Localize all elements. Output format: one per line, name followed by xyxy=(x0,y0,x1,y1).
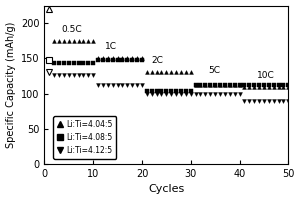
Text: 0.5C: 0.5C xyxy=(61,25,82,34)
X-axis label: Cycles: Cycles xyxy=(148,184,184,194)
Y-axis label: Specific Capacity (mAh/g): Specific Capacity (mAh/g) xyxy=(6,22,16,148)
Legend: Li:Ti=4.04:5, Li:Ti=4.08:5, Li:Ti=4.12:5: Li:Ti=4.04:5, Li:Ti=4.08:5, Li:Ti=4.12:5 xyxy=(53,116,116,159)
Text: 10C: 10C xyxy=(256,71,274,80)
Text: 2C: 2C xyxy=(152,56,164,65)
Text: 1C: 1C xyxy=(105,42,117,51)
Text: 5C: 5C xyxy=(208,66,220,75)
